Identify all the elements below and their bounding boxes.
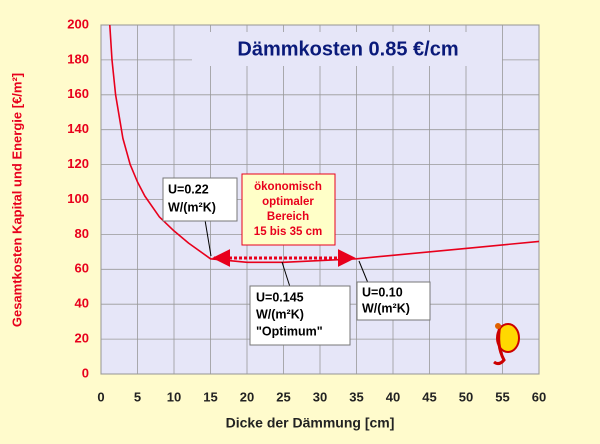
annotation-box — [249, 285, 351, 346]
annotation-box — [241, 173, 336, 246]
chart-title: Dämmkosten 0.85 €/cm — [237, 38, 458, 60]
data-line — [109, 24, 540, 264]
y-tick-label: 20 — [75, 331, 89, 346]
logo — [493, 323, 520, 366]
x-tick-label: 35 — [349, 389, 363, 404]
pointer — [204, 219, 212, 257]
annotation: W/(m²K) — [362, 301, 410, 315]
x-tick-label: 20 — [240, 389, 254, 404]
x-tick-label: 0 — [97, 389, 104, 404]
x-tick-label: 50 — [459, 389, 473, 404]
x-tick-label: 45 — [422, 389, 436, 404]
x-tick-label: 55 — [495, 389, 509, 404]
y-tick-label: 120 — [67, 156, 89, 171]
annotation: U=0.145 — [256, 290, 304, 304]
x-tick-label: 40 — [386, 389, 400, 404]
annotation: W/(m²K) — [168, 200, 216, 214]
y-tick-label: 140 — [67, 121, 89, 136]
annotation-box — [356, 281, 431, 321]
x-tick-label: 25 — [276, 389, 290, 404]
y-tick-label: 200 — [67, 16, 89, 31]
x-tick-label: 60 — [532, 389, 546, 404]
y-tick-label: 40 — [75, 296, 89, 311]
y-tick-label: 60 — [75, 261, 89, 276]
x-tick-label: 10 — [167, 389, 181, 404]
y-tick-label: 80 — [75, 226, 89, 241]
x-tick-label: 30 — [313, 389, 327, 404]
y-tick-label: 0 — [82, 365, 89, 380]
annotation: 15 bis 35 cm — [254, 226, 322, 238]
annotation: "Optimum" — [256, 324, 323, 338]
annotation: Bereich — [267, 211, 309, 223]
pointer — [358, 260, 369, 284]
annotation: optimaler — [262, 196, 314, 208]
y-axis-label: Gesamtkosten Kapital und Energie [€/m²] — [9, 73, 24, 327]
annotation: U=0.22 — [168, 182, 209, 196]
annotation: W/(m²K) — [256, 307, 304, 321]
x-axis-label: Dicke der Dämmung [cm] — [226, 415, 395, 431]
y-tick-label: 160 — [67, 86, 89, 101]
title-bg — [192, 32, 502, 66]
x-tick-label: 5 — [134, 389, 141, 404]
annotation: ökonomisch — [254, 181, 322, 193]
annotation: U=0.10 — [362, 285, 403, 299]
pointer — [281, 261, 291, 288]
annotation-box — [162, 177, 238, 222]
x-tick-label: 15 — [203, 389, 217, 404]
y-tick-label: 180 — [67, 51, 89, 66]
y-tick-label: 100 — [67, 191, 89, 206]
